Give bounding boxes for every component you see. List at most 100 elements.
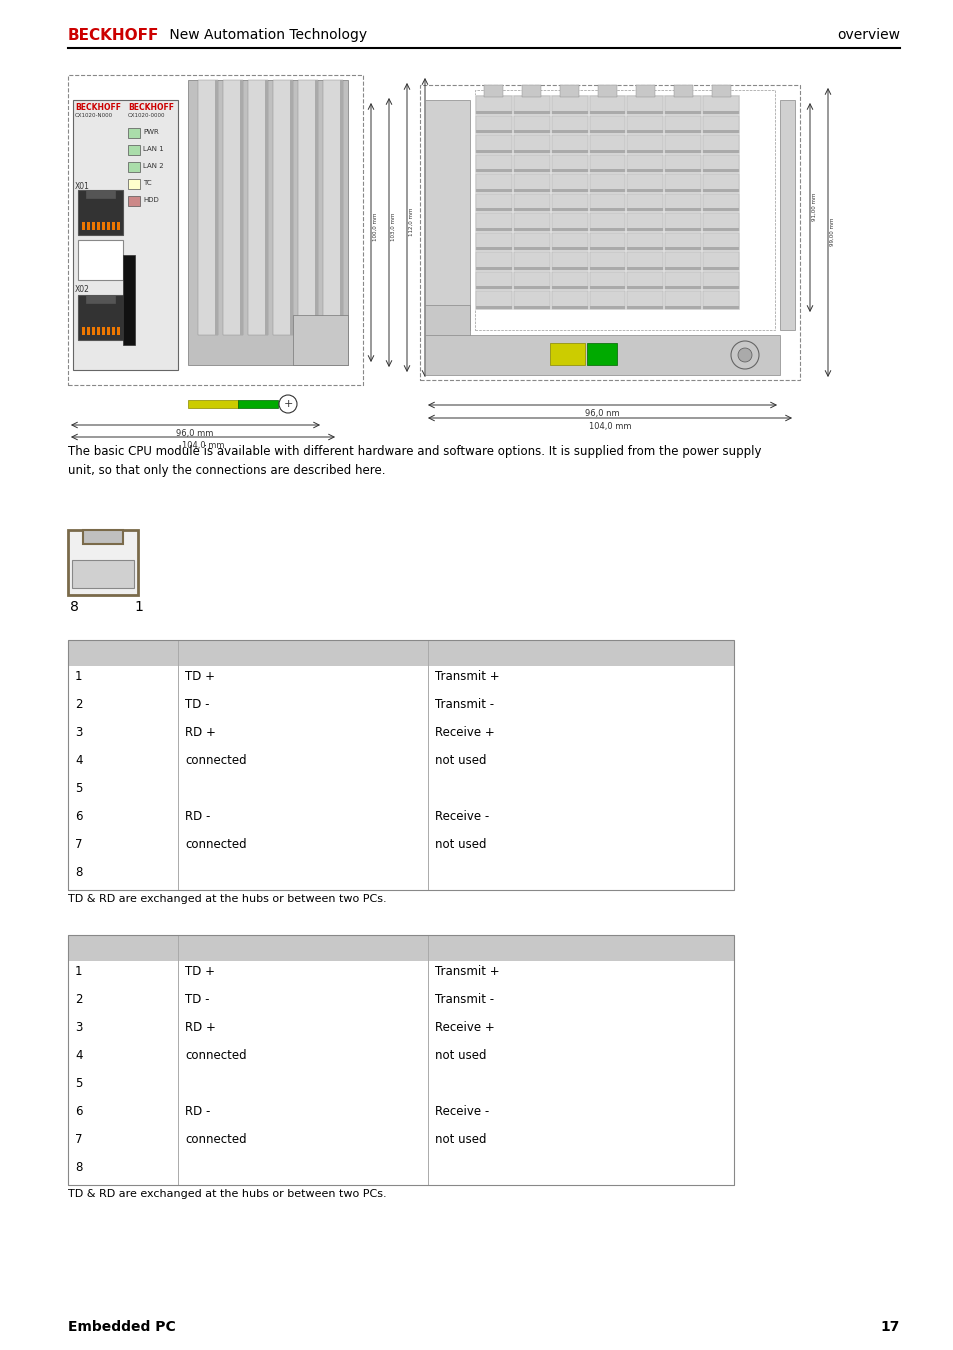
Text: 96,0 nm: 96,0 nm [584,409,618,418]
Bar [627,111,662,113]
Bar [78,296,123,340]
Bar [664,267,700,270]
Text: LAN 1: LAN 1 [143,146,164,153]
Bar [664,174,700,192]
Text: 125,0 mm: 125,0 mm [427,208,432,236]
Bar [598,85,617,97]
Bar [476,286,512,289]
Bar [476,130,512,134]
Text: 5: 5 [75,1077,82,1089]
Bar [68,806,733,834]
Bar [664,292,700,309]
Bar [514,286,549,289]
Bar [68,722,733,751]
Bar [589,150,625,153]
Text: 6: 6 [75,1106,82,1118]
Bar [237,400,277,408]
Bar [664,208,700,211]
Bar [107,327,110,335]
Text: 4: 4 [75,755,82,767]
Bar [586,343,617,364]
Bar [476,271,512,289]
Bar [589,189,625,192]
Bar [514,252,549,270]
Text: 3: 3 [75,726,82,738]
Bar [476,267,512,270]
Bar [664,213,700,231]
Bar [102,327,105,335]
Bar [476,292,512,309]
Bar [83,531,123,544]
Bar [293,315,348,364]
Bar [240,80,243,335]
Bar [514,271,549,289]
Bar [664,252,700,270]
Bar [702,130,739,134]
Text: HDD: HDD [143,197,158,202]
Text: not used: not used [435,1049,486,1062]
Text: TD +: TD + [185,670,214,683]
Bar [522,85,540,97]
Bar [664,169,700,173]
Bar [589,252,625,270]
Bar [627,292,662,309]
Bar [68,936,733,1185]
Bar [128,180,140,189]
Bar [664,135,700,153]
Bar [702,232,739,250]
Bar [589,267,625,270]
Bar [290,80,293,335]
Bar [68,990,733,1017]
Bar [73,100,178,370]
Bar [627,286,662,289]
Text: RD -: RD - [185,1106,211,1118]
Bar [664,194,700,211]
Bar [702,169,739,173]
Bar [589,271,625,289]
Bar [664,111,700,113]
Bar [424,335,780,375]
Text: LAN 2: LAN 2 [143,163,164,169]
Bar [589,286,625,289]
Text: Receive +: Receive + [435,726,495,738]
Bar [514,130,549,134]
Text: connected: connected [185,838,247,850]
Bar [514,228,549,231]
Bar [780,100,794,329]
Bar [514,174,549,192]
Bar [551,111,587,113]
Bar [551,271,587,289]
Text: 5: 5 [75,782,82,795]
Bar [68,1157,733,1185]
Bar [424,305,470,360]
Bar [476,135,512,153]
Bar [514,208,549,211]
Bar [551,189,587,192]
Text: RD +: RD + [185,1021,215,1034]
Bar [551,232,587,250]
Bar [476,194,512,211]
Bar [664,189,700,192]
Text: 104,0 mm: 104,0 mm [182,441,224,450]
Bar [223,80,243,335]
Bar [424,100,470,329]
Text: 17: 17 [880,1320,899,1334]
Text: Receive -: Receive - [435,1106,489,1118]
Bar [117,327,120,335]
Bar [87,221,90,230]
Bar [627,135,662,153]
Bar [91,221,95,230]
Text: PWR: PWR [143,130,158,135]
Bar [68,1102,733,1129]
Bar [68,751,733,778]
Bar [476,116,512,134]
Bar [627,155,662,173]
Bar [702,135,739,153]
Bar [589,174,625,192]
Bar [86,296,115,302]
Bar [589,116,625,134]
Bar [702,174,739,192]
Text: Transmit +: Transmit + [435,965,499,977]
Bar [627,174,662,192]
Bar [188,80,348,364]
